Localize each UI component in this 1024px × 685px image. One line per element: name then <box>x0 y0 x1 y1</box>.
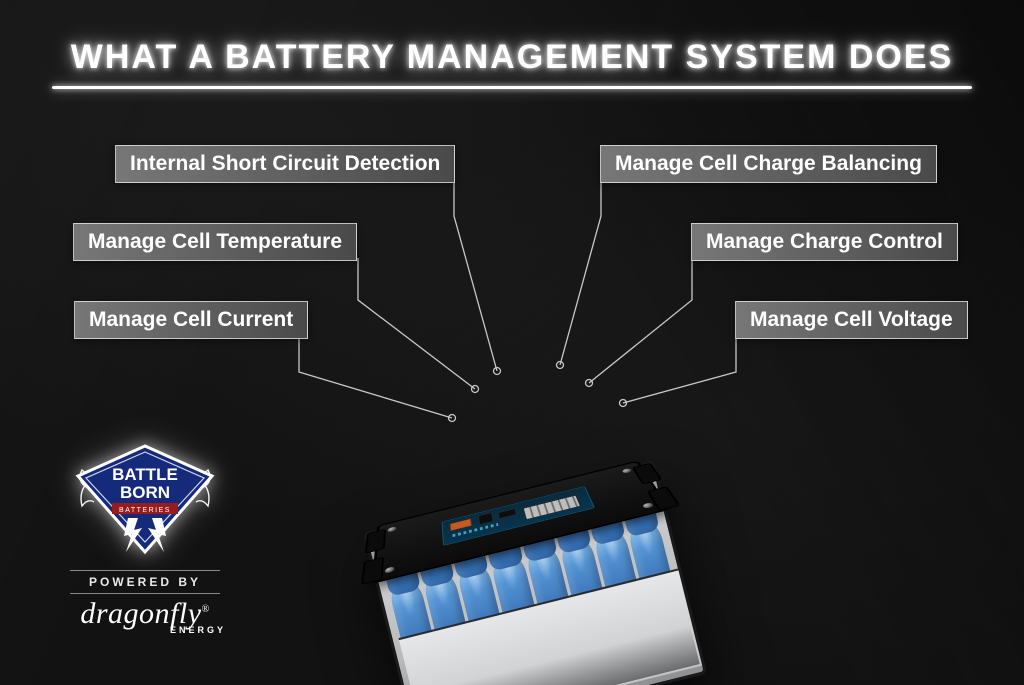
callout-c-voltage: Manage Cell Voltage <box>735 301 968 339</box>
dragonfly-logo: dragonfly® <box>40 600 250 627</box>
callout-c-current: Manage Cell Current <box>74 301 308 339</box>
callout-c-short: Internal Short Circuit Detection <box>115 145 455 183</box>
svg-text:BATTLE: BATTLE <box>112 465 178 484</box>
battleborn-badge: BATTLE BORN BATTERIES <box>70 440 220 560</box>
callout-c-balance: Manage Cell Charge Balancing <box>600 145 937 183</box>
page-title: WHAT A BATTERY MANAGEMENT SYSTEM DOES <box>0 38 1024 77</box>
brand-logo: BATTLE BORN BATTERIES POWERED BY dragonf… <box>40 440 250 635</box>
callout-c-charge: Manage Charge Control <box>691 223 958 261</box>
callout-c-temp: Manage Cell Temperature <box>73 223 357 261</box>
svg-text:BORN: BORN <box>120 483 170 502</box>
svg-text:BATTERIES: BATTERIES <box>119 507 171 514</box>
title-underline <box>52 86 972 89</box>
powered-by-label: POWERED BY <box>70 570 220 594</box>
